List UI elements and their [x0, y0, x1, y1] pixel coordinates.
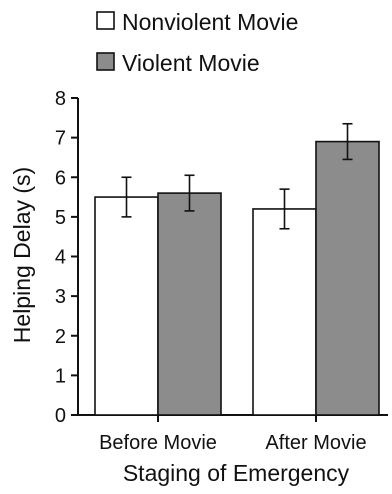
bar: [157, 192, 222, 416]
legend-swatch: [96, 52, 115, 71]
y-tick-label: 2: [55, 326, 66, 348]
x-tick-label: After Movie: [265, 432, 366, 454]
y-tick-label: 3: [55, 286, 66, 308]
y-tick-label: 0: [55, 405, 66, 427]
y-tick-label: 6: [55, 167, 66, 189]
y-tick-label: 4: [55, 247, 66, 269]
y-tick-label: 8: [55, 88, 66, 110]
legend-label: Nonviolent Movie: [122, 9, 298, 35]
y-tick-label: 1: [55, 365, 66, 387]
x-tick-label: Before Movie: [99, 432, 217, 454]
legend-label: Violent Movie: [122, 50, 260, 76]
bar: [252, 208, 317, 416]
legend-swatch: [96, 11, 115, 30]
y-tick-label: 5: [55, 207, 66, 229]
axes: 0 1 2 3 4 5 6 7 8 Before Movie After Movie: [55, 88, 388, 454]
bar: [315, 140, 380, 416]
legend: Nonviolent Movie Violent Movie: [96, 9, 298, 76]
y-tick-label: 7: [55, 128, 66, 150]
bar: [94, 196, 159, 416]
bars: [94, 122, 380, 416]
y-axis-title: Helping Delay (s): [9, 167, 35, 343]
x-axis-title: Staging of Emergency: [123, 460, 350, 486]
